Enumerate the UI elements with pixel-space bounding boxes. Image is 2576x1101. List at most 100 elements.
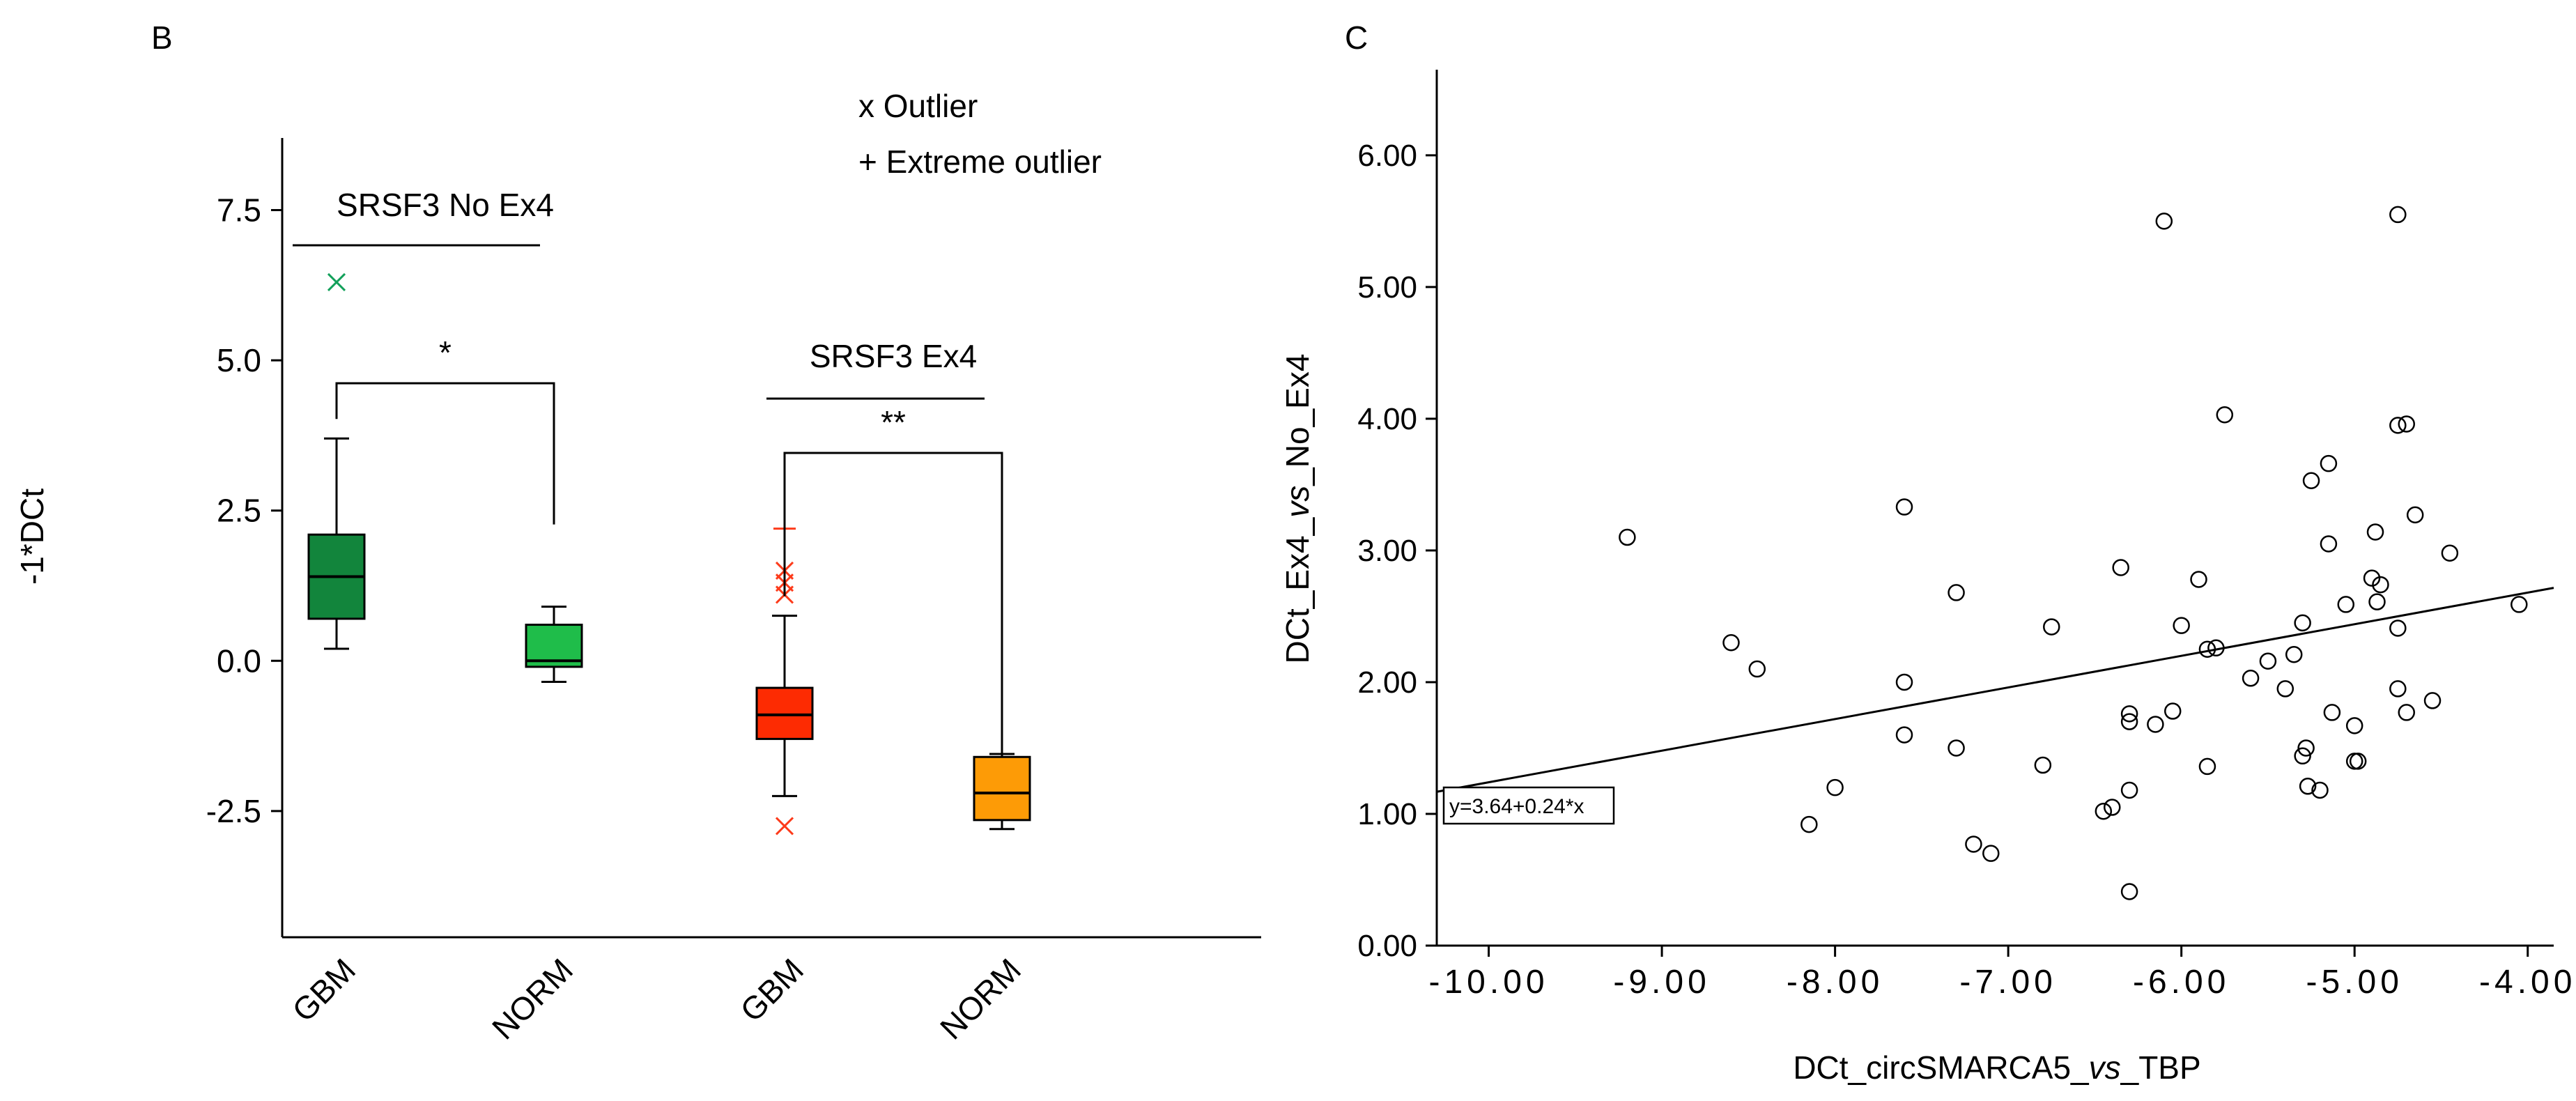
regression-line xyxy=(1436,587,2554,793)
scatter-point xyxy=(2190,571,2207,588)
panel-b-x-categories: GBM NORM GBM NORM xyxy=(285,951,1028,1046)
scatter-point xyxy=(2216,406,2234,424)
outlier-marker xyxy=(775,817,794,836)
scatter-point xyxy=(2363,569,2381,587)
scatter-point xyxy=(2389,680,2407,698)
regression-equation-box: y=3.64+0.24*x xyxy=(1442,786,1615,825)
scatter-point xyxy=(1826,778,1844,796)
box-norm xyxy=(525,606,583,683)
xlabel-part-1: DCt_circSMARCA5_ xyxy=(1793,1049,2090,1086)
legend-outlier: x Outlier xyxy=(858,88,978,124)
panel-b-boxplot: B -2.5 0.0 2.5 5.0 7.5 -1*DCt x Outlier + Ex… xyxy=(14,20,1261,1046)
scatter-point xyxy=(2112,559,2129,576)
significance-bracket xyxy=(783,452,1003,753)
outlier-stroke xyxy=(327,272,346,292)
legend-extreme-outlier: + Extreme outlier xyxy=(858,144,1102,180)
x-category-label: GBM xyxy=(733,951,810,1029)
scatter-point xyxy=(1619,528,1636,546)
scatter-point xyxy=(2337,596,2355,613)
panel-b-axes xyxy=(281,138,1261,939)
panel-b-groups: SRSF3 No Ex4 * SRSF3 Ex4 ** xyxy=(293,187,1031,836)
scatter-point xyxy=(2299,778,2317,795)
panel-b-y-tick-label: 7.5 xyxy=(217,192,261,228)
outlier-marker xyxy=(327,272,346,292)
x-category-label: GBM xyxy=(285,951,362,1029)
scatter-point xyxy=(2398,415,2416,433)
scatter-point xyxy=(2345,717,2363,734)
scatter-point xyxy=(2372,576,2389,594)
scatter-point xyxy=(2259,652,2277,670)
scatter-point xyxy=(2285,646,2303,663)
scatter-point xyxy=(1722,633,1740,652)
panel-c-y-tick-label: 2.00 xyxy=(1357,665,1417,700)
scatter-point xyxy=(2311,781,2329,799)
scatter-point xyxy=(2320,454,2338,472)
panel-c-x-axis-label: DCt_circSMARCA5_vs_TBP xyxy=(1793,1049,2200,1086)
ylabel-part-1: DCt_Ex4_ xyxy=(1279,516,1316,663)
box-iqr xyxy=(973,755,1031,822)
panel-c-x-tick-label: -8.00 xyxy=(1787,964,1883,1001)
panel-c-y-tick-label: 0.00 xyxy=(1357,929,1417,963)
ylabel-part-2: _No_Ex4 xyxy=(1279,354,1316,486)
scatter-point xyxy=(2104,799,2121,816)
scatter-point xyxy=(2323,704,2341,721)
outlier-stroke xyxy=(775,817,794,836)
scatter-point xyxy=(1895,498,1913,516)
regression-equation: y=3.64+0.24*x xyxy=(1449,795,1584,818)
scatter-point xyxy=(2095,802,2113,820)
box-norm xyxy=(973,753,1031,831)
panel-c-x-tick-label: -4.00 xyxy=(2479,964,2576,1001)
scatter-point xyxy=(2198,757,2216,776)
significance-label: * xyxy=(439,334,452,371)
scatter-point xyxy=(1982,845,2000,862)
panel-b-group: SRSF3 No Ex4 * xyxy=(293,187,583,683)
x-category-label: NORM xyxy=(933,951,1028,1046)
scatter-point xyxy=(1895,726,1913,744)
ylabel-part-vs: vs xyxy=(1279,486,1316,518)
panel-b-y-tick-label: 5.0 xyxy=(217,342,261,378)
scatter-point xyxy=(2173,617,2190,634)
scatter-point xyxy=(1748,660,1766,678)
box-iqr xyxy=(755,686,814,740)
scatter-point xyxy=(2164,702,2182,720)
scatter-point xyxy=(2320,535,2338,553)
scatter-point xyxy=(2441,544,2459,562)
scatter-point xyxy=(2349,753,2367,770)
panel-b-y-tick-label: 0.0 xyxy=(217,642,261,679)
scatter-point xyxy=(2511,596,2528,613)
panel-c-y-tick-label: 4.00 xyxy=(1357,402,1417,436)
scatter-point xyxy=(2368,593,2386,610)
panel-c-axes xyxy=(1435,70,2554,947)
significance-label: ** xyxy=(881,404,906,440)
panel-letter-c: C xyxy=(1345,20,1368,56)
panel-b-group: SRSF3 Ex4 ** xyxy=(755,338,1031,836)
panel-c-y-tick-label: 5.00 xyxy=(1357,270,1417,305)
group-title: SRSF3 Ex4 xyxy=(810,338,977,374)
scatter-point xyxy=(2398,704,2416,721)
group-title: SRSF3 No Ex4 xyxy=(337,187,554,223)
scatter-point xyxy=(2120,781,2138,799)
scatter-point xyxy=(2276,680,2295,698)
panel-c-scatter: C 0.00 1.00 2.00 3.00 4.00 5.00 6.00 -10.00 -9.… xyxy=(1279,20,2576,1086)
panel-c-x-tick-label: -6.00 xyxy=(2133,964,2230,1001)
panel-c-x-ticks: -10.00 -9.00 -8.00 -7.00 -6.00 -5.00 -4.00 xyxy=(1429,946,2576,1001)
panel-c-x-tick-label: -10.00 xyxy=(1429,964,1549,1001)
scatter-point xyxy=(2294,747,2311,765)
scatter-point xyxy=(2120,883,2138,900)
box-gbm xyxy=(755,517,814,836)
scatter-point xyxy=(2242,670,2260,687)
x-category-label: NORM xyxy=(485,951,580,1046)
scatter-point xyxy=(2366,523,2384,541)
scatter-point xyxy=(1800,815,1818,833)
scatter-point xyxy=(2406,506,2424,524)
significance-bracket xyxy=(335,382,555,525)
scatter-point xyxy=(2389,417,2407,434)
scatter-point xyxy=(2297,739,2315,757)
panel-c-y-tick-label: 3.00 xyxy=(1357,534,1417,568)
panel-b-y-tick-label: 2.5 xyxy=(217,493,261,529)
scatter-point xyxy=(2120,705,2138,723)
scatter-point xyxy=(2389,619,2407,637)
panel-c-x-tick-label: -7.00 xyxy=(1959,964,2056,1001)
panel-letter-b: B xyxy=(151,20,173,56)
